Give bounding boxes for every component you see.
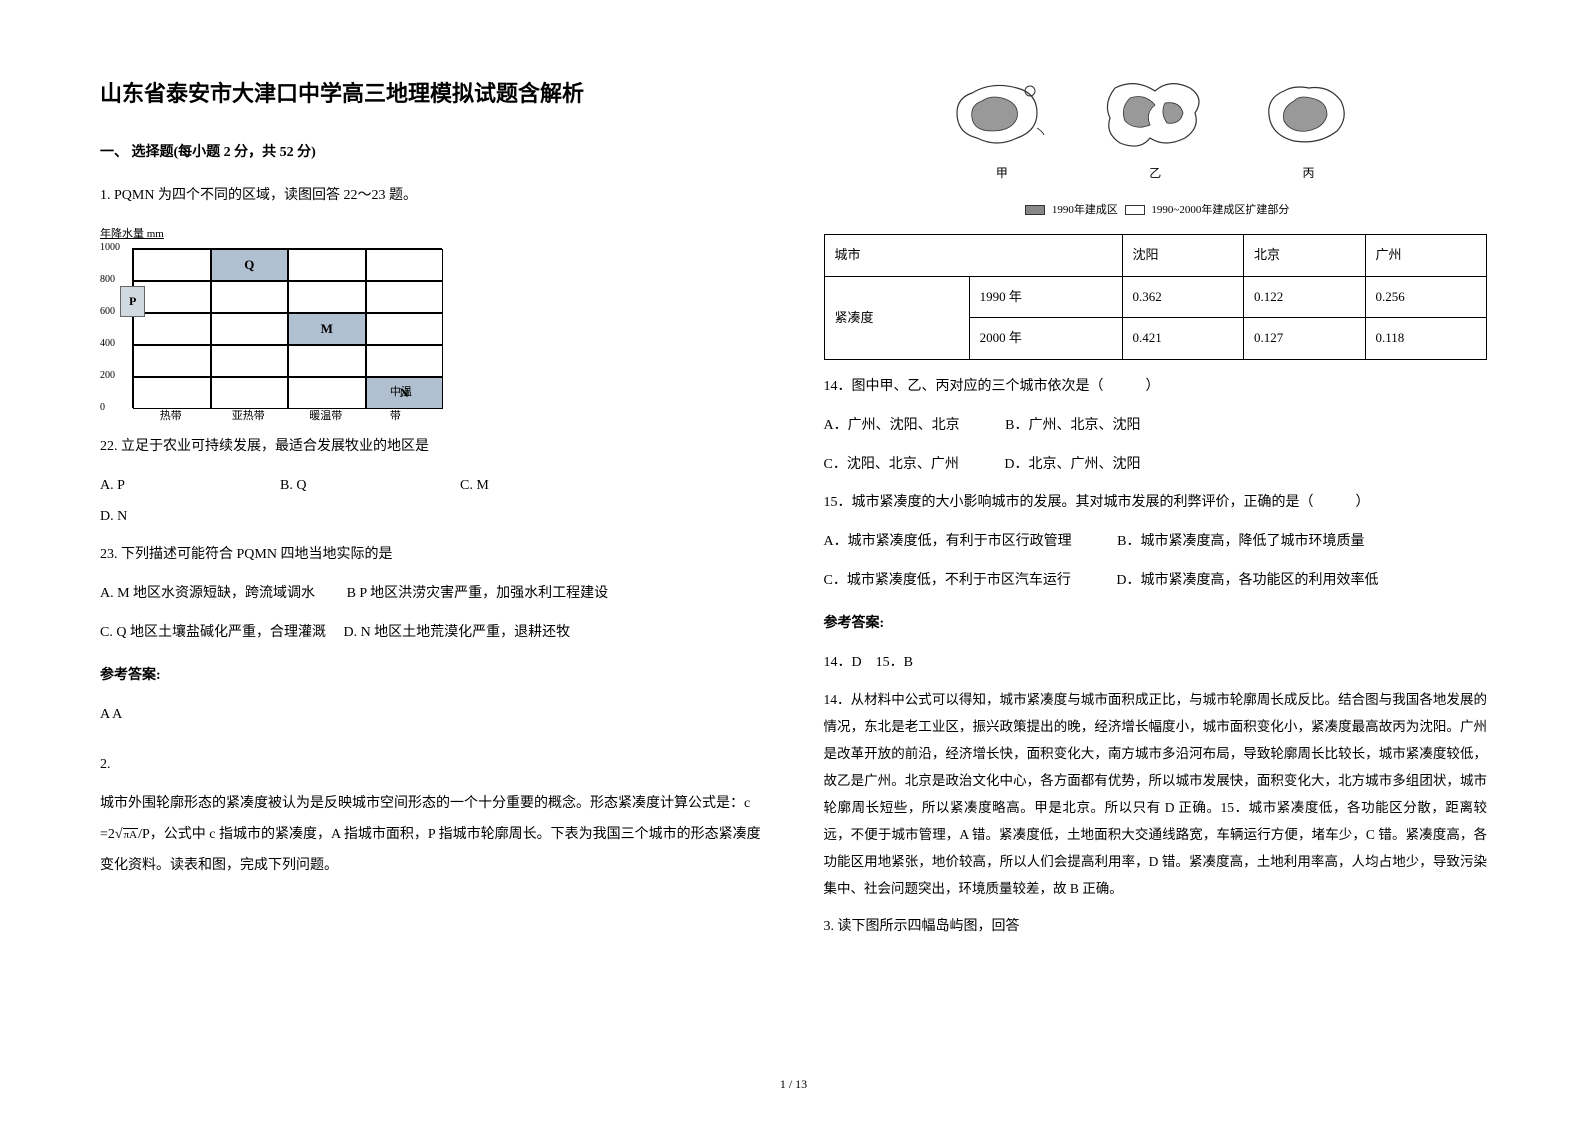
map-yi: 乙 [1095,73,1215,186]
answer-label-2: 参考答案: [824,609,1488,640]
table-header-row: 城市 沈阳 北京 广州 [824,235,1487,277]
q2-intro-sup: πA [123,828,139,841]
section-1-header: 一、 选择题(每小题 2 分，共 52 分) [100,138,764,169]
map-jia: 甲 [942,73,1062,186]
q23-text: 23. 下列描述可能符合 PQMN 四地当地实际的是 [100,540,764,571]
td-1990: 1990 年 [969,276,1122,318]
q14-text: 14．图中甲、乙、丙对应的三个城市依次是（ ） [824,372,1488,403]
map-bing: 丙 [1249,73,1369,186]
q14-opt-d: D．北京、广州、沈阳 [1004,457,1140,472]
th-city: 城市 [824,235,1122,277]
td-2000: 2000 年 [969,318,1122,360]
q15-row2: C．城市紧凑度低，不利于市区汽车运行 D．城市紧凑度高，各功能区的利用效率低 [824,566,1488,597]
td-sy-1990: 0.362 [1122,276,1243,318]
th-beijing: 北京 [1244,235,1365,277]
map-legend: 1990年建成区 1990~2000年建成区扩建部分 [824,198,1488,222]
q15-opt-c: C．城市紧凑度低，不利于市区汽车运行 [824,573,1071,588]
legend-light-text: 1990~2000年建成区扩建部分 [1151,204,1289,216]
precipitation-chart: 年降水量 mm NMQ 02004006008001000 热带亚热带暖温带中温… [100,222,430,412]
q14-row2: C．沈阳、北京、广州 D．北京、广州、沈阳 [824,450,1488,481]
legend-box-dark [1025,205,1045,215]
q15-opt-a: A．城市紧凑度低，有利于市区行政管理 [824,534,1072,549]
right-column: 甲 乙 丙 [824,70,1488,1050]
q22-opt-a: A. P [100,471,260,502]
q2-number: 2. [100,750,764,781]
q15-opt-b: B．城市紧凑度高，降低了城市环境质量 [1117,534,1364,549]
q14-opt-c: C．沈阳、北京、广州 [824,457,959,472]
q1-intro: 1. PQMN 为四个不同的区域，读图回答 22～23 题。 [100,181,764,212]
explanation-text: 14．从材料中公式可以得知，城市紧凑度与城市面积成正比，与城市轮廓周长成反比。结… [824,686,1488,902]
q2-answer: 14．D 15．B [824,648,1488,679]
q23-opt-b: B P 地区洪涝灾害严重，加强水利工程建设 [347,586,609,601]
q2-intro-tail: /P，公式中 c 指城市的紧凑度，A 指城市面积，P 指城市轮廓周长。下表为我国… [100,827,761,873]
answer-label-1: 参考答案: [100,661,764,692]
q23-row2: C. Q 地区土壤盐碱化严重，合理灌溉 D. N 地区土地荒漠化严重，退耕还牧 [100,618,764,649]
page-number: 1 / 13 [780,1077,807,1092]
document-title: 山东省泰安市大津口中学高三地理模拟试题含解析 [100,70,764,118]
q22-text: 22. 立足于农业可持续发展，最适合发展牧业的地区是 [100,432,764,463]
td-sy-2000: 0.421 [1122,318,1243,360]
q15-opt-d: D．城市紧凑度高，各功能区的利用效率低 [1116,573,1378,588]
q23-opt-c: C. Q 地区土壤盐碱化严重，合理灌溉 [100,625,326,640]
td-compact: 紧凑度 [824,276,969,359]
td-bj-1990: 0.122 [1244,276,1365,318]
q15-text: 15．城市紧凑度的大小影响城市的发展。其对城市发展的利弊评价，正确的是（ ） [824,488,1488,519]
q1-answer: A A [100,700,764,731]
q14-opt-a: A．广州、沈阳、北京 [824,418,960,433]
th-guangzhou: 广州 [1365,235,1487,277]
left-column: 山东省泰安市大津口中学高三地理模拟试题含解析 一、 选择题(每小题 2 分，共 … [100,70,764,1050]
th-shenyang: 沈阳 [1122,235,1243,277]
q22-opt-d: D. N [100,502,260,533]
q23-opt-a: A. M 地区水资源短缺，跨流域调水 [100,586,315,601]
q15-row1: A．城市紧凑度低，有利于市区行政管理 B．城市紧凑度高，降低了城市环境质量 [824,527,1488,558]
q14-row1: A．广州、沈阳、北京 B．广州、北京、沈阳 [824,411,1488,442]
q22-opt-c: C. M [460,471,620,502]
q22-options: A. P B. Q C. M D. N [100,471,764,533]
map-label-yi: 乙 [1095,160,1215,186]
q2-intro: 城市外围轮廓形态的紧凑度被认为是反映城市空间形态的一个十分重要的概念。形态紧凑度… [100,789,764,881]
map-label-bing: 丙 [1249,160,1369,186]
table-row: 紧凑度 1990 年 0.362 0.122 0.256 [824,276,1487,318]
td-gz-2000: 0.118 [1365,318,1487,360]
chart-y-title: 年降水量 mm [100,222,430,246]
q3-intro: 3. 读下图所示四幅岛屿图，回答 [824,912,1488,943]
legend-dark-text: 1990年建成区 [1052,204,1118,216]
td-bj-2000: 0.127 [1244,318,1365,360]
q22-opt-b: B. Q [280,471,440,502]
chart-label-p: P [120,286,145,316]
compactness-table: 城市 沈阳 北京 广州 紧凑度 1990 年 0.362 0.122 0.256… [824,234,1488,360]
legend-box-light [1125,205,1145,215]
map-label-jia: 甲 [942,160,1062,186]
q14-opt-b: B．广州、北京、沈阳 [1005,418,1140,433]
city-maps: 甲 乙 丙 [925,70,1385,190]
td-gz-1990: 0.256 [1365,276,1487,318]
q23-opt-d: D. N 地区土地荒漠化严重，退耕还牧 [343,625,570,640]
q23-row1: A. M 地区水资源短缺，跨流域调水 B P 地区洪涝灾害严重，加强水利工程建设 [100,579,764,610]
